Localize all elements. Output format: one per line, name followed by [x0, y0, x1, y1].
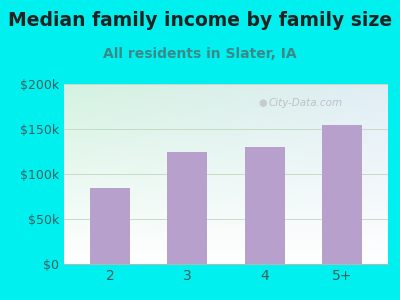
Text: ●: ● — [258, 98, 267, 108]
Bar — [167, 152, 208, 264]
Bar — [244, 147, 285, 264]
Text: All residents in Slater, IA: All residents in Slater, IA — [103, 46, 297, 61]
Text: Median family income by family size: Median family income by family size — [8, 11, 392, 29]
Bar — [322, 124, 362, 264]
Bar — [90, 188, 130, 264]
Text: City-Data.com: City-Data.com — [268, 98, 342, 108]
